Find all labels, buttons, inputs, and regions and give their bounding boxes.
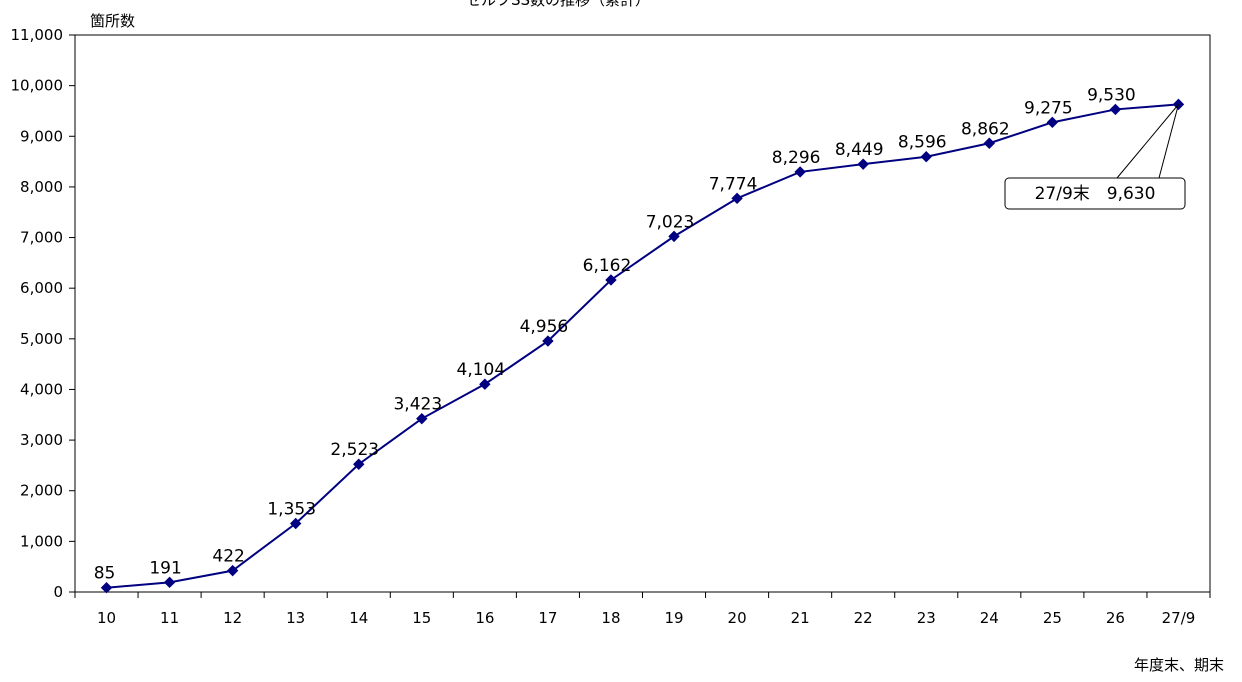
x-tick-label: 22	[854, 609, 873, 627]
data-label: 4,104	[457, 360, 506, 380]
data-point-marker	[226, 564, 239, 577]
y-axis-title: 箇所数	[90, 12, 135, 30]
data-label: 7,023	[646, 212, 695, 232]
chart-title: セルフSS数の推移（累計）	[466, 0, 650, 9]
y-tick-label: 11,000	[11, 26, 64, 44]
x-tick-label: 20	[728, 609, 747, 627]
x-tick-label: 12	[223, 609, 242, 627]
y-tick-label: 9,000	[20, 127, 63, 145]
annotation-callout: 27/9末 9,630	[1004, 104, 1186, 210]
callout-pointer	[1116, 104, 1179, 179]
y-tick-label: 4,000	[20, 380, 63, 398]
x-tick-label: 23	[917, 609, 936, 627]
data-label: 8,296	[772, 148, 821, 168]
x-tick-label: 19	[664, 609, 683, 627]
y-tick-label: 3,000	[20, 431, 63, 449]
data-label: 6,162	[583, 256, 632, 276]
data-point-marker	[163, 576, 176, 589]
x-tick-label: 11	[160, 609, 179, 627]
x-tick-label: 18	[601, 609, 620, 627]
data-point-marker	[731, 192, 743, 205]
data-point-marker	[1046, 116, 1059, 129]
data-point-marker	[794, 166, 806, 178]
x-tick-label: 13	[286, 609, 305, 627]
y-tick-label: 10,000	[11, 77, 64, 95]
series-line	[100, 98, 1185, 594]
data-point-marker	[479, 378, 491, 390]
data-point-marker	[289, 517, 302, 530]
data-point-marker	[857, 158, 869, 170]
y-tick-label: 1,000	[20, 532, 63, 550]
x-tick-label: 27/9	[1162, 609, 1196, 627]
data-point-marker	[605, 274, 617, 286]
data-label: 191	[149, 558, 181, 578]
data-point-marker	[416, 412, 428, 425]
y-tick-label: 5,000	[20, 330, 63, 348]
plot-frame	[74, 34, 1211, 593]
data-point-marker	[100, 581, 113, 594]
y-tick-label: 7,000	[20, 229, 63, 247]
x-tick-label: 16	[475, 609, 494, 627]
series-polyline	[106, 103, 1179, 589]
x-tick-label: 14	[349, 609, 368, 627]
data-label: 9,275	[1024, 98, 1073, 118]
data-label: 422	[212, 547, 244, 567]
data-label: 1,353	[267, 499, 316, 519]
x-tick-label: 10	[97, 609, 116, 627]
x-tick-label: 25	[1043, 609, 1062, 627]
x-tick-label: 21	[791, 609, 810, 627]
data-labels: 85 191 422 1,353 2,523 3,423 4,104 4,956 6,162 7,…	[94, 85, 1136, 583]
y-tick-label: 6,000	[20, 279, 63, 297]
x-axis-title: 年度末、期末	[1134, 656, 1224, 674]
data-label: 4,956	[520, 317, 569, 337]
x-tick-label: 15	[412, 609, 431, 627]
data-point-marker	[983, 137, 996, 149]
data-label: 2,523	[330, 440, 379, 460]
y-tick-label: 8,000	[20, 178, 63, 196]
callout-text: 27/9末 9,630	[1035, 184, 1156, 204]
data-point-marker	[920, 151, 932, 163]
data-point-marker	[1109, 103, 1122, 116]
data-point-marker	[668, 230, 680, 243]
x-tick-label: 17	[538, 609, 557, 627]
data-label: 8,596	[898, 133, 947, 153]
data-label: 85	[94, 564, 116, 584]
x-axis-ticks: 10 11 12 13 14 15 16 17 18 19 20 21 22 23 24 25 26 27/9	[74, 592, 1211, 627]
x-tick-label: 24	[980, 609, 999, 627]
callout-box	[1004, 177, 1186, 210]
data-label: 9,530	[1087, 85, 1136, 105]
axes	[74, 34, 1211, 593]
y-tick-label: 0	[53, 583, 63, 601]
data-label: 8,449	[835, 140, 884, 160]
y-axis-ticks: 0 1,000 2,000 3,000 4,000 5,000 6,000 7,000 8,00…	[11, 26, 75, 601]
y-tick-label: 2,000	[20, 482, 63, 500]
data-label: 7,774	[709, 174, 758, 194]
data-label: 3,423	[393, 395, 442, 415]
data-label: 8,862	[961, 119, 1010, 139]
x-tick-label: 26	[1106, 609, 1125, 627]
data-point-marker	[542, 335, 554, 347]
data-point-marker	[353, 458, 365, 470]
